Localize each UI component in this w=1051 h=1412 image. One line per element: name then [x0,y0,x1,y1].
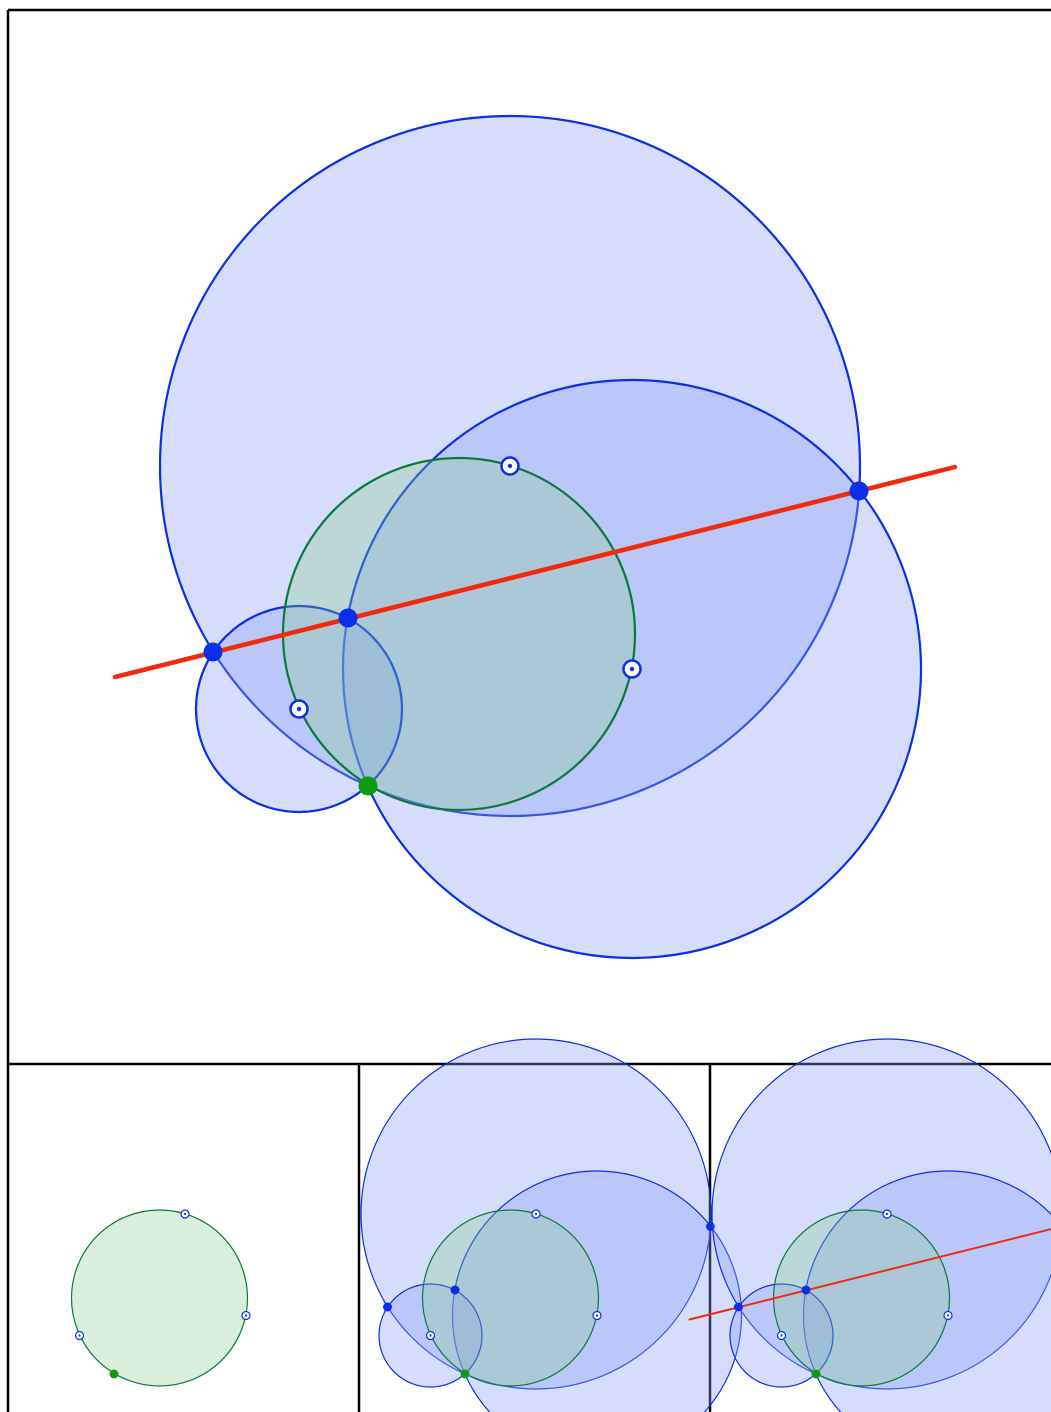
circle-given [421,1209,600,1387]
circle-given [70,1209,249,1387]
circle-right [802,1170,1051,1412]
center-dot-1 [183,1212,187,1216]
center-dot-2 [946,1314,950,1317]
intersection-point-2 [450,1285,460,1295]
panel-frames [6,8,1051,1412]
green-point [358,776,378,796]
center-dot-3 [78,1334,81,1337]
intersection-point-1 [734,1302,743,1312]
intersection-point-2 [338,608,358,628]
green-point [811,1369,821,1379]
center-dot-1 [507,463,513,469]
intersection-point-1 [383,1302,392,1312]
radical-axis-line [112,464,958,680]
center-dot-2 [629,666,635,672]
intersection-point-2 [801,1285,811,1295]
green-point [109,1369,119,1379]
step-3-panel [688,1038,1051,1412]
circle-given [281,456,637,812]
intersection-point-3 [849,481,869,501]
circle-given [772,1209,951,1387]
step-2-panel [360,1038,743,1412]
green-point [460,1369,470,1379]
main-construction-panel [112,114,958,960]
step-1-panel [70,1209,251,1387]
intersection-point-1 [203,642,223,662]
center-dot-1 [534,1212,538,1216]
center-dot-2 [244,1314,248,1317]
center-dot-3 [429,1334,432,1337]
center-dot-3 [296,706,302,712]
center-dot-1 [885,1212,889,1216]
circle-large [711,1038,1051,1390]
center-dot-2 [595,1314,599,1317]
center-dot-3 [780,1334,783,1337]
radical-axis-line [688,1228,1051,1321]
circle-right [451,1170,743,1412]
